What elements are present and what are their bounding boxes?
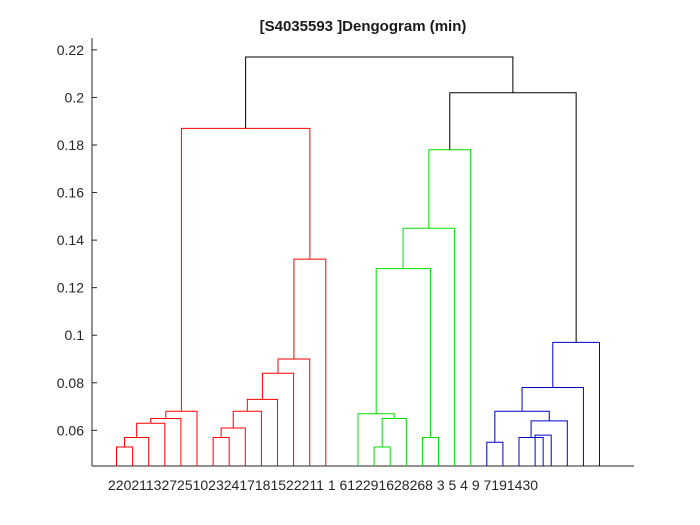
dendrogram-link-red xyxy=(136,422,166,466)
dendrogram-link-red xyxy=(212,436,230,466)
dendrogram-link-green xyxy=(375,268,431,438)
dendrogram-link-black xyxy=(449,92,577,343)
dendrogram-link-green xyxy=(381,417,407,466)
dendrogram-link-blue xyxy=(534,434,552,466)
y-tick-label: 0.18 xyxy=(57,137,84,153)
chart-title: [S4035593 ]Dengogram (min) xyxy=(260,18,467,35)
y-tick-label: 0.08 xyxy=(57,375,84,391)
dendrogram-link-green xyxy=(402,227,456,466)
dendrogram-link-blue xyxy=(518,436,544,466)
dendrogram-link-red xyxy=(246,398,278,466)
dendrogram-link-red xyxy=(150,417,182,466)
dendrogram-link-red xyxy=(165,410,198,466)
y-tick-label: 0.16 xyxy=(57,185,84,201)
dendrogram-link-red xyxy=(124,436,150,466)
dendrogram-link-red xyxy=(261,372,295,466)
dendrogram-link-green xyxy=(421,436,439,466)
dendrogram-link-red xyxy=(220,427,246,466)
leaf-labels: 2202113272510232417181522211 1 612291628… xyxy=(108,477,538,493)
y-tick-label: 0.06 xyxy=(57,422,84,438)
dendrogram-link-red xyxy=(232,410,262,466)
plot-area: 0.06 0.08 0.1 0.12 0.14 0.16 0.18 0.2 0.22 22021… xyxy=(57,38,634,493)
dendrogram-link-blue xyxy=(552,341,600,466)
dendrogram-link-blue xyxy=(530,420,568,466)
y-tick-label: 0.12 xyxy=(57,280,84,296)
dendrogram-link-black xyxy=(245,56,514,129)
dendrogram-link-red xyxy=(116,446,134,466)
y-tick-label: 0.1 xyxy=(65,327,85,343)
y-tick-label: 0.2 xyxy=(65,89,85,105)
dendrogram-link-red xyxy=(180,127,311,412)
y-tick-label: 0.14 xyxy=(57,232,84,248)
y-axis-ticks: 0.06 0.08 0.1 0.12 0.14 0.16 0.18 0.2 0.22 xyxy=(57,42,97,438)
dendrogram-link-green xyxy=(373,446,391,466)
y-tick-label: 0.22 xyxy=(57,42,84,58)
dendrogram-links xyxy=(116,56,600,466)
dendrogram-link-blue xyxy=(486,441,504,466)
dendrogram-link-green xyxy=(357,413,395,466)
dendrogram-link-green xyxy=(428,149,472,466)
